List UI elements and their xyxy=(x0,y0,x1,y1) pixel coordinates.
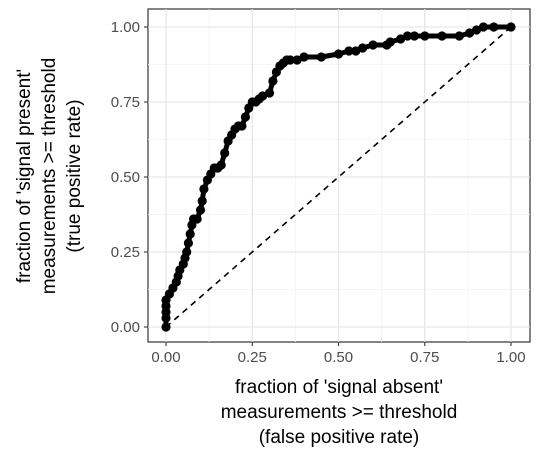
roc-point xyxy=(237,121,247,131)
y-tick-label: 0.50 xyxy=(111,169,140,186)
roc-point xyxy=(368,40,378,50)
roc-point xyxy=(258,91,268,101)
roc-point xyxy=(216,160,226,170)
roc-point xyxy=(192,214,202,224)
grid xyxy=(148,9,530,342)
x-tick-label: 0.50 xyxy=(324,349,353,366)
roc-point xyxy=(358,43,368,53)
roc-point xyxy=(333,49,344,59)
roc-point xyxy=(437,31,447,41)
roc-point xyxy=(396,34,406,44)
roc-point xyxy=(478,22,488,32)
x-tick-label: 0.00 xyxy=(151,349,180,366)
x-tick-label: 0.75 xyxy=(410,349,439,366)
roc-point xyxy=(409,31,419,41)
roc-point xyxy=(240,112,250,122)
y-axis-title-line-2: measurements >= threshold xyxy=(39,58,60,295)
y-tick-label: 0.75 xyxy=(111,94,140,111)
y-tick-label: 0.00 xyxy=(111,319,140,336)
roc-point xyxy=(264,88,275,98)
roc-point xyxy=(402,31,413,41)
roc-point xyxy=(344,46,354,56)
roc-point xyxy=(420,31,430,41)
roc-point xyxy=(285,55,295,65)
x-axis-title-line-1: fraction of 'signal absent' xyxy=(235,377,443,398)
roc-point xyxy=(199,184,209,194)
x-axis-title-line-3: (false positive rate) xyxy=(259,427,420,448)
x-axis-title-line-2: measurements >= threshold xyxy=(221,402,458,423)
roc-point xyxy=(292,55,302,65)
roc-point xyxy=(183,238,193,248)
roc-point xyxy=(220,148,230,158)
roc-point xyxy=(316,52,326,62)
y-tick-label: 0.25 xyxy=(111,244,140,261)
roc-point xyxy=(465,28,475,38)
roc-point xyxy=(195,205,206,215)
y-axis-title-line-1: fraction of 'signal present' xyxy=(14,69,35,283)
y-axis-title-line-3: (true positive rate) xyxy=(64,99,85,252)
roc-point xyxy=(471,25,482,35)
y-tick-label: 1.00 xyxy=(111,19,140,36)
roc-point xyxy=(185,229,195,239)
roc-point xyxy=(454,31,464,41)
roc-point xyxy=(489,22,499,32)
axes: 0.00 0.25 0.50 0.75 1.00 0.00 0.25 0.50 0.75 1.00 xyxy=(111,19,526,366)
x-tick-label: 0.25 xyxy=(238,349,267,366)
roc-point xyxy=(385,37,395,47)
series-layer xyxy=(161,22,516,332)
roc-point xyxy=(299,52,309,62)
x-tick-label: 1.00 xyxy=(496,349,525,366)
roc-point xyxy=(182,247,192,257)
roc-point xyxy=(268,76,278,86)
roc-point xyxy=(197,196,207,206)
